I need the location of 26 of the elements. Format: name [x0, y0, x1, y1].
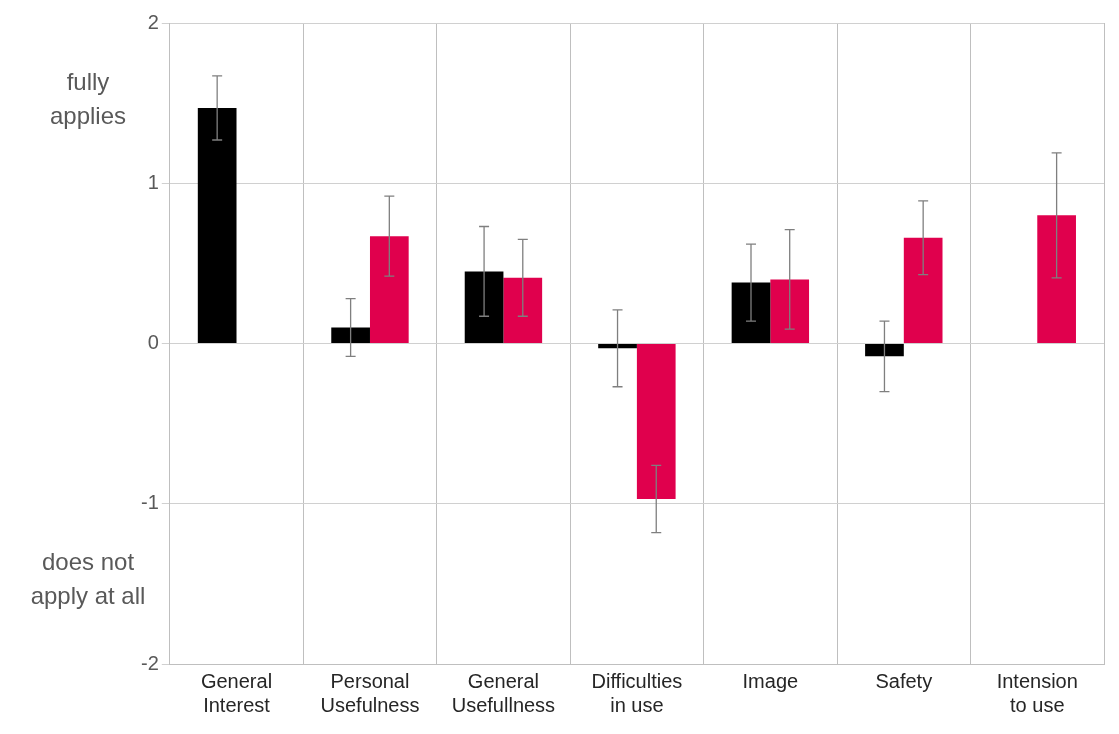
- bar: [598, 344, 637, 349]
- y-tick-label: 1: [147, 170, 159, 193]
- text: does not apply at all: [30, 548, 146, 610]
- bar: [503, 277, 543, 343]
- bar: [636, 344, 676, 499]
- y-tick-label: -1: [140, 491, 159, 514]
- bar: [1037, 215, 1076, 343]
- x-tick-label: Personal Usefulness: [320, 669, 420, 716]
- bar: [731, 282, 771, 343]
- y-tick-label: 2: [147, 10, 159, 33]
- x-tick-label: Difficulties in use: [591, 669, 683, 716]
- x-tick-label: Image: [742, 669, 799, 692]
- x-tick-label: General Interest: [200, 669, 273, 716]
- bar: [197, 107, 237, 343]
- text: fully applies: [49, 67, 127, 129]
- y-tick-label: 0: [147, 331, 159, 354]
- bar: [369, 236, 409, 343]
- x-tick-label: Intension to use: [996, 669, 1078, 716]
- bar: [865, 344, 904, 357]
- y-tick-label: -2: [140, 651, 159, 674]
- bar: [770, 279, 810, 343]
- bar: [331, 327, 370, 343]
- bar: [903, 237, 943, 343]
- x-tick-label: Safety: [875, 669, 933, 692]
- bar: [464, 271, 504, 343]
- x-tick-label: General Usefullness: [451, 669, 556, 716]
